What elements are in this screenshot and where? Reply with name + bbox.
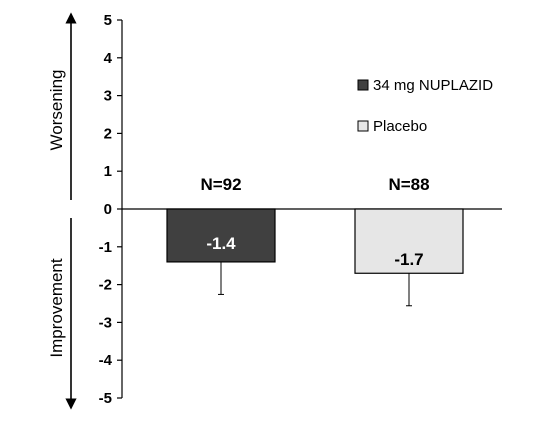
y-tick-label: 4 — [104, 50, 113, 67]
bar-placebo — [354, 208, 464, 274]
y-tick-label: -4 — [99, 352, 113, 369]
worsening-label: Worsening — [47, 70, 66, 151]
y-tick-label: 3 — [104, 88, 112, 105]
y-tick-label: -3 — [99, 314, 112, 331]
sample-size-label: N=88 — [388, 175, 429, 194]
y-tick-label: -5 — [99, 390, 112, 407]
sample-size-label: N=92 — [200, 175, 241, 194]
bar-value-label: -1.7 — [394, 250, 423, 269]
bar-value-label: -1.4 — [206, 234, 236, 253]
y-tick-label: 0 — [104, 201, 112, 218]
y-tick-label: -1 — [99, 239, 112, 256]
legend-swatch — [357, 79, 369, 91]
improvement-label: Improvement — [47, 258, 66, 357]
legend-label: Placebo — [373, 118, 427, 135]
y-tick-label: 2 — [104, 125, 112, 142]
y-tick-label: 1 — [104, 163, 112, 180]
bar-nuplazid — [166, 208, 276, 263]
legend-label: 34 mg NUPLAZID — [373, 77, 493, 94]
y-tick-label: -2 — [99, 277, 112, 294]
y-tick-label: 5 — [104, 12, 112, 29]
legend-swatch — [357, 120, 369, 132]
